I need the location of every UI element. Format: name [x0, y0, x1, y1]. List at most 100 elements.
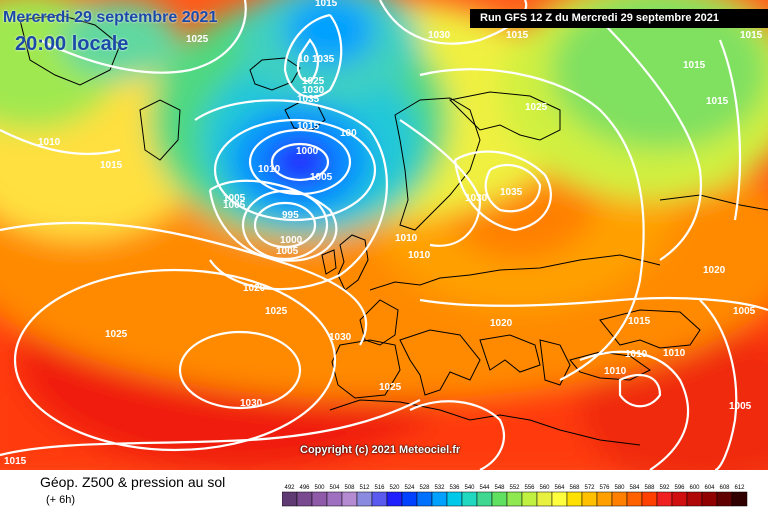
forecast-step: (+ 6h) — [46, 494, 76, 506]
scale-tick-label: 500 — [314, 485, 325, 491]
scale-color-swatch — [461, 491, 478, 507]
scale-color-swatch — [311, 491, 328, 507]
color-scale: 492 496 500 504 508 512 516 520 524 528 532 536 540 5… — [282, 485, 748, 507]
scale-tick-label: 492 — [284, 485, 295, 491]
scale-color-swatch — [341, 491, 358, 507]
isobar-label: 100 — [340, 128, 357, 139]
isobar-label: 1000 — [280, 235, 303, 246]
isobar-label: 1025 — [525, 102, 548, 113]
scale-tick-label: 544 — [479, 485, 490, 491]
isobar-label: 1015 — [100, 160, 123, 171]
scale-color-swatch — [506, 491, 523, 507]
isobar-label: 1035 — [500, 187, 523, 198]
scale-tick-label: 524 — [404, 485, 415, 491]
scale-color-swatch — [521, 491, 538, 507]
isobar-label: 1005 — [223, 200, 246, 211]
scale-color-swatch — [671, 491, 688, 507]
scale-tick-label: 508 — [344, 485, 355, 491]
scale-color-swatch — [716, 491, 733, 507]
isobar-label: 1030 — [465, 193, 488, 204]
scale-color-swatch — [386, 491, 403, 507]
scale-color-swatch — [551, 491, 568, 507]
scale-tick-label: 512 — [359, 485, 370, 491]
isobar-label: 1005 — [223, 193, 246, 204]
scale-tick-label: 596 — [674, 485, 685, 491]
isobar-label: 1015 — [706, 96, 729, 107]
isobar-label: 1025 — [265, 306, 288, 317]
scale-tick-label: 528 — [419, 485, 430, 491]
scale-tick-label: 608 — [719, 485, 730, 491]
scale-color-swatch — [731, 491, 748, 507]
scale-tick-label: 560 — [539, 485, 550, 491]
scale-color-swatch — [401, 491, 418, 507]
isobar-label: 1010 — [604, 366, 627, 377]
isobar-label: 1010 — [663, 348, 686, 359]
isobar-label: 1035 — [297, 94, 320, 105]
copyright-notice: Copyright (c) 2021 Meteociel.fr — [300, 444, 461, 456]
isobar-label: 1005 — [733, 306, 756, 317]
isobar-label: 10 — [298, 54, 310, 65]
scale-color-swatch — [641, 491, 658, 507]
scale-color-swatch — [476, 491, 493, 507]
scale-color-swatch — [596, 491, 613, 507]
isobar-label: 1015 — [683, 60, 706, 71]
isobar-label: 1030 — [302, 85, 325, 96]
scale-color-swatch — [371, 491, 388, 507]
scale-tick-label: 536 — [449, 485, 460, 491]
scale-tick-label: 580 — [614, 485, 625, 491]
scale-tick-label: 516 — [374, 485, 385, 491]
scale-tick-label: 600 — [689, 485, 700, 491]
scale-tick-label: 576 — [599, 485, 610, 491]
isobar-label: 1005 — [310, 172, 333, 183]
isobar-label: 1005 — [276, 246, 299, 257]
isobar-label: 1015 — [4, 456, 27, 467]
scale-color-swatch — [491, 491, 508, 507]
scale-color-swatch — [446, 491, 463, 507]
isobar-label: 1015 — [628, 316, 651, 327]
scale-color-swatch — [416, 491, 433, 507]
isobar-label: 1025 — [379, 382, 402, 393]
scale-color-swatch — [282, 491, 298, 507]
scale-color-swatch — [566, 491, 583, 507]
scale-color-swatch — [581, 491, 598, 507]
scale-tick-label: 588 — [644, 485, 655, 491]
scale-color-swatch — [686, 491, 703, 507]
scale-tick-label: 556 — [524, 485, 535, 491]
geopotential-map: 1025 1015 1030 1015 1015 1015 1015 10 10… — [0, 0, 768, 470]
scale-color-swatch — [626, 491, 643, 507]
isobar-label: 1010 — [625, 349, 648, 360]
scale-tick-label: 532 — [434, 485, 445, 491]
isobar-label: 1030 — [240, 398, 263, 409]
product-title: Géop. Z500 & pression au sol — [40, 474, 226, 490]
scale-tick-label: 604 — [704, 485, 715, 491]
scale-tick-label: 584 — [629, 485, 640, 491]
scale-tick-label: 540 — [464, 485, 475, 491]
scale-color-swatch — [611, 491, 628, 507]
scale-color-swatch — [326, 491, 343, 507]
isobar-label: 1015 — [740, 30, 763, 41]
isobar-label: 1025 — [105, 329, 128, 340]
isobar-label: 1035 — [312, 54, 335, 65]
scale-tick-label: 612 — [734, 485, 745, 491]
isobar-label: 1025 — [186, 34, 209, 45]
z500-color-field — [0, 0, 768, 470]
isobar-label: 1020 — [490, 318, 513, 329]
valid-local-time: 20:00 locale — [15, 33, 129, 55]
isobar-label: 1030 — [428, 30, 451, 41]
scale-color-swatch — [431, 491, 448, 507]
isobar-label: 1010 — [38, 137, 61, 148]
scale-tick-label: 548 — [494, 485, 505, 491]
isobar-label: 1010 — [408, 250, 431, 261]
isobar-label: 1030 — [329, 332, 352, 343]
run-info-banner: Run GFS 12 Z du Mercredi 29 septembre 20… — [470, 9, 768, 28]
scale-color-swatch — [536, 491, 553, 507]
isobar-label: 1010 — [395, 233, 418, 244]
legend-footer: Géop. Z500 & pression au sol (+ 6h) 492 4… — [0, 470, 768, 512]
scale-color-swatch — [656, 491, 673, 507]
scale-color-swatch — [701, 491, 718, 507]
isobar-label: 1000 — [296, 146, 319, 157]
isobar-label: 1015 — [297, 121, 320, 132]
scale-tick-label: 568 — [569, 485, 580, 491]
isobar-label: 1020 — [243, 283, 266, 294]
